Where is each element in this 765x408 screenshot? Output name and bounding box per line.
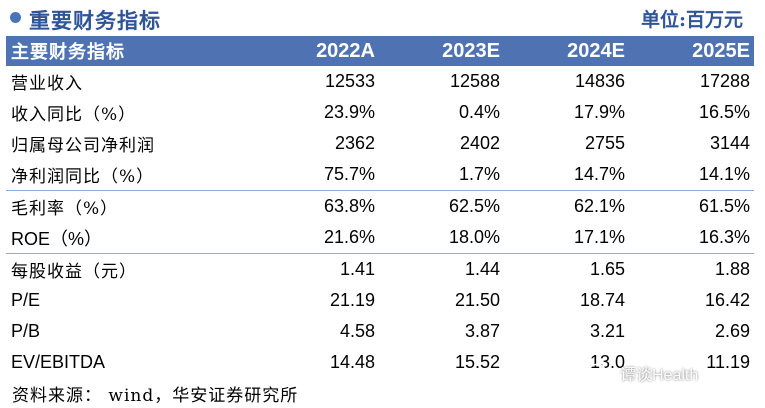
unit-label: 单位:百万元 [640,9,743,31]
cell: 18.74 [579,290,625,310]
wechat-icon [588,363,612,383]
row-label: 每股收益（元） [11,262,137,282]
cell: 75.7% [323,164,375,184]
page-title: 重要财务指标 [29,8,161,33]
row-label: 净利润同比（%） [11,167,155,187]
row-label: ROE（%） [11,228,103,249]
cell: 61.5% [698,196,750,216]
header-col-2024E: 2024E [567,39,625,62]
table-row: 归属母公司净利润 2362 2402 2755 3144 [6,128,754,159]
row-label: P/E [11,290,41,310]
cell: 3.87 [464,321,500,341]
cell: 11.19 [706,352,750,372]
group-divider [6,190,754,191]
cell: 63.8% [323,196,375,216]
table-row: EV/EBITDA 14.48 15.52 13.0 11.19 [6,347,754,378]
table-row: 收入同比（%） 23.9% 0.4% 17.9% 16.5% [6,97,754,128]
cell: 1.65 [589,259,625,279]
cell: 23.9% [323,102,375,122]
cell: 16.3% [698,227,750,247]
row-label: 收入同比（%） [11,105,137,125]
cell: 21.19 [329,290,375,310]
table-row: 每股收益（元） 1.41 1.44 1.65 1.88 [6,254,754,285]
row-label: 归属母公司净利润 [11,136,155,156]
header-col-2023E: 2023E [442,39,500,62]
table-row: ROE（%） 21.6% 18.0% 17.1% 16.3% [6,222,754,253]
financial-table: 主要财务指标 2022A 2023E 2024E 2025E 营业收入 1253… [6,36,754,378]
watermark: 谭谈Health [588,361,698,385]
table-row: P/B 4.58 3.87 3.21 2.69 [6,316,754,347]
cell: 17.9% [573,102,625,122]
cell: 14.1% [698,164,750,184]
cell: 1.88 [714,259,750,279]
cell: 2755 [584,133,625,153]
row-label: EV/EBITDA [11,352,106,372]
row-label: 毛利率（%） [11,199,119,219]
cell: 1.41 [339,259,375,279]
header-col-2025E: 2025E [692,39,750,62]
group-divider [6,253,754,254]
cell: 16.5% [698,102,750,122]
cell: 16.42 [704,290,750,310]
cell: 14.7% [573,164,625,184]
cell: 21.50 [454,290,500,310]
cell: 13.0 [589,352,625,372]
cell: 62.5% [448,196,500,216]
cell: 15.52 [454,352,500,372]
source-note: 资料来源： wind，华安证券研究所 [12,386,299,406]
header-label: 主要财务指标 [11,42,125,63]
table-row: 营业收入 12533 12588 14836 17288 [6,66,754,97]
cell: 3144 [709,133,750,153]
row-label: 营业收入 [11,74,83,94]
header-col-2022A: 2022A [316,39,375,62]
cell: 4.58 [339,321,375,341]
cell: 2362 [334,133,375,153]
cell: 0.4% [458,102,500,122]
table-row: 毛利率（%） 63.8% 62.5% 62.1% 61.5% [6,191,754,222]
watermark-text: 谭谈Health [620,367,699,384]
cell: 2402 [459,133,500,153]
cell: 12588 [449,71,500,91]
cell: 14.48 [329,352,375,372]
cell: 3.21 [589,321,625,341]
cell: 18.0% [448,227,500,247]
cell: 12533 [324,71,375,91]
cell: 2.69 [714,321,750,341]
table-header: 主要财务指标 2022A 2023E 2024E 2025E [6,36,754,66]
cell: 62.1% [573,196,625,216]
title-bar: 重要财务指标 单位:百万元 [0,0,765,36]
cell: 1.7% [458,164,500,184]
table-row: 净利润同比（%） 75.7% 1.7% 14.7% 14.1% [6,159,754,190]
table-row: P/E 21.19 21.50 18.74 16.42 [6,285,754,316]
cell: 14836 [574,71,625,91]
row-label: P/B [11,321,41,341]
cell: 17288 [699,71,750,91]
cell: 21.6% [323,227,375,247]
cell: 17.1% [573,227,625,247]
cell: 1.44 [464,259,500,279]
bullet-icon [10,12,21,23]
